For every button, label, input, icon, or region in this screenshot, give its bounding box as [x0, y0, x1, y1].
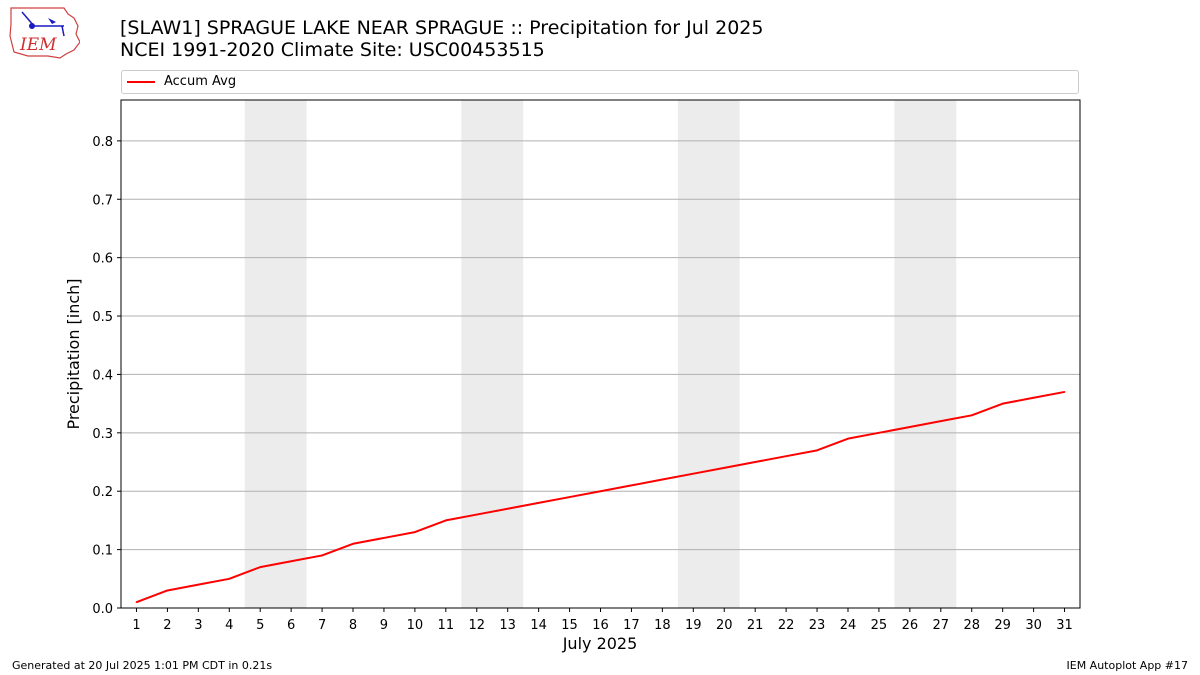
data-point-5: [259, 566, 262, 568]
x-tick-label-10: 10: [407, 618, 424, 633]
data-point-31: [1063, 391, 1066, 393]
y-tick-label-7: 0.7: [92, 193, 113, 208]
logo-text: IEM: [19, 35, 57, 55]
x-tick-label-6: 6: [287, 618, 295, 633]
data-point-15: [568, 496, 571, 498]
data-point-16: [599, 490, 602, 493]
data-point-12: [475, 513, 478, 516]
grid-lines: [121, 140, 1080, 551]
data-point-18: [661, 478, 664, 481]
chart-title: [SLAW1] SPRAGUE LAKE NEAR SPRAGUE :: Pre…: [120, 17, 763, 61]
title-line-1: [SLAW1] SPRAGUE LAKE NEAR SPRAGUE :: Pre…: [120, 17, 764, 39]
y-tick-label-1: 0.1: [92, 544, 113, 559]
x-tick-label-3: 3: [194, 618, 202, 633]
x-tick-label-4: 4: [225, 618, 233, 633]
x-tick-label-27: 27: [933, 618, 950, 633]
x-tick-label-20: 20: [716, 618, 733, 633]
data-point-21: [754, 461, 756, 463]
y-tick-label-5: 0.5: [92, 310, 113, 325]
data-point-26: [909, 426, 911, 428]
y-tick-label-0: 0.0: [92, 602, 113, 617]
data-point-8: [352, 542, 354, 545]
x-tick-label-16: 16: [592, 618, 609, 633]
x-tick-label-8: 8: [349, 618, 357, 633]
x-tick-label-15: 15: [561, 618, 578, 633]
x-tick-label-23: 23: [809, 618, 826, 633]
y-tick-label-3: 0.3: [92, 427, 113, 442]
x-tick-label-13: 13: [499, 618, 516, 633]
x-tick-label-14: 14: [530, 618, 547, 633]
data-point-28: [970, 414, 973, 417]
x-tick-label-5: 5: [256, 618, 264, 633]
weekend-band-4: [894, 100, 957, 608]
x-tick-label-26: 26: [902, 618, 919, 633]
series-layer: [135, 390, 1066, 604]
x-tick-label-18: 18: [654, 618, 671, 633]
x-axis: 1 2 3 4 5 6 7 8 9 10 11 12 13 14 15 16 17 18 19 20 21 22 23 24 2…: [132, 608, 1073, 633]
y-tick-label-2: 0.2: [92, 485, 113, 500]
weekend-band-2: [461, 100, 524, 608]
data-point-23: [816, 449, 818, 452]
x-tick-label-19: 19: [685, 618, 702, 633]
data-point-13: [506, 507, 509, 510]
weekend-band-1: [244, 100, 307, 608]
data-point-22: [785, 455, 787, 457]
legend-swatch-accum-avg: [127, 81, 155, 83]
y-tick-label-6: 0.6: [92, 252, 113, 267]
title-line-2: NCEI 1991-2020 Climate Site: USC00453515: [120, 39, 545, 61]
x-tick-label-29: 29: [994, 618, 1011, 633]
data-point-27: [939, 420, 942, 422]
legend-label-accum-avg: Accum Avg: [164, 74, 237, 89]
x-tick-label-31: 31: [1056, 618, 1073, 633]
x-tick-label-9: 9: [380, 618, 388, 633]
x-tick-label-22: 22: [778, 618, 795, 633]
data-point-14: [537, 502, 540, 504]
x-axis-label: July 2025: [562, 634, 638, 653]
data-point-24: [847, 437, 849, 440]
x-tick-label-28: 28: [963, 618, 980, 633]
x-tick-label-25: 25: [871, 618, 888, 633]
data-point-3: [197, 583, 200, 586]
x-tick-label-12: 12: [468, 618, 485, 633]
x-tick-label-11: 11: [438, 618, 455, 633]
data-point-10: [414, 531, 416, 533]
x-tick-label-24: 24: [840, 618, 857, 633]
y-tick-label-8: 0.8: [92, 135, 113, 150]
data-point-7: [321, 554, 323, 557]
weekend-bands: [244, 100, 957, 608]
weekend-band-3: [677, 100, 740, 608]
x-tick-label-1: 1: [132, 618, 140, 633]
data-point-6: [290, 560, 292, 563]
x-tick-label-21: 21: [747, 618, 764, 633]
x-tick-label-7: 7: [318, 618, 326, 633]
app-label: IEM Autoplot App #17: [1066, 659, 1189, 672]
legend: Accum Avg: [121, 70, 1079, 94]
data-point-11: [445, 519, 447, 522]
data-point-20: [723, 467, 726, 469]
data-point-4: [228, 578, 231, 580]
generated-timestamp: Generated at 20 Jul 2025 1:01 PM CDT in …: [12, 659, 273, 672]
y-axis: 0.0 0.1 0.2 0.3 0.4 0.5 0.6 0.7 0.8: [92, 135, 121, 617]
x-tick-label-2: 2: [163, 618, 171, 633]
data-point-29: [1001, 402, 1004, 405]
data-point-2: [166, 589, 169, 592]
x-tick-label-17: 17: [623, 618, 640, 633]
y-axis-label: Precipitation [inch]: [64, 278, 83, 429]
data-point-9: [383, 537, 385, 539]
data-point-1: [135, 601, 138, 603]
data-point-25: [878, 432, 880, 434]
data-point-17: [630, 484, 633, 487]
x-tick-label-30: 30: [1025, 618, 1042, 633]
data-point-19: [692, 472, 695, 475]
data-point-30: [1032, 396, 1035, 399]
iem-logo: IEM: [8, 6, 81, 60]
y-tick-label-4: 0.4: [92, 368, 113, 383]
